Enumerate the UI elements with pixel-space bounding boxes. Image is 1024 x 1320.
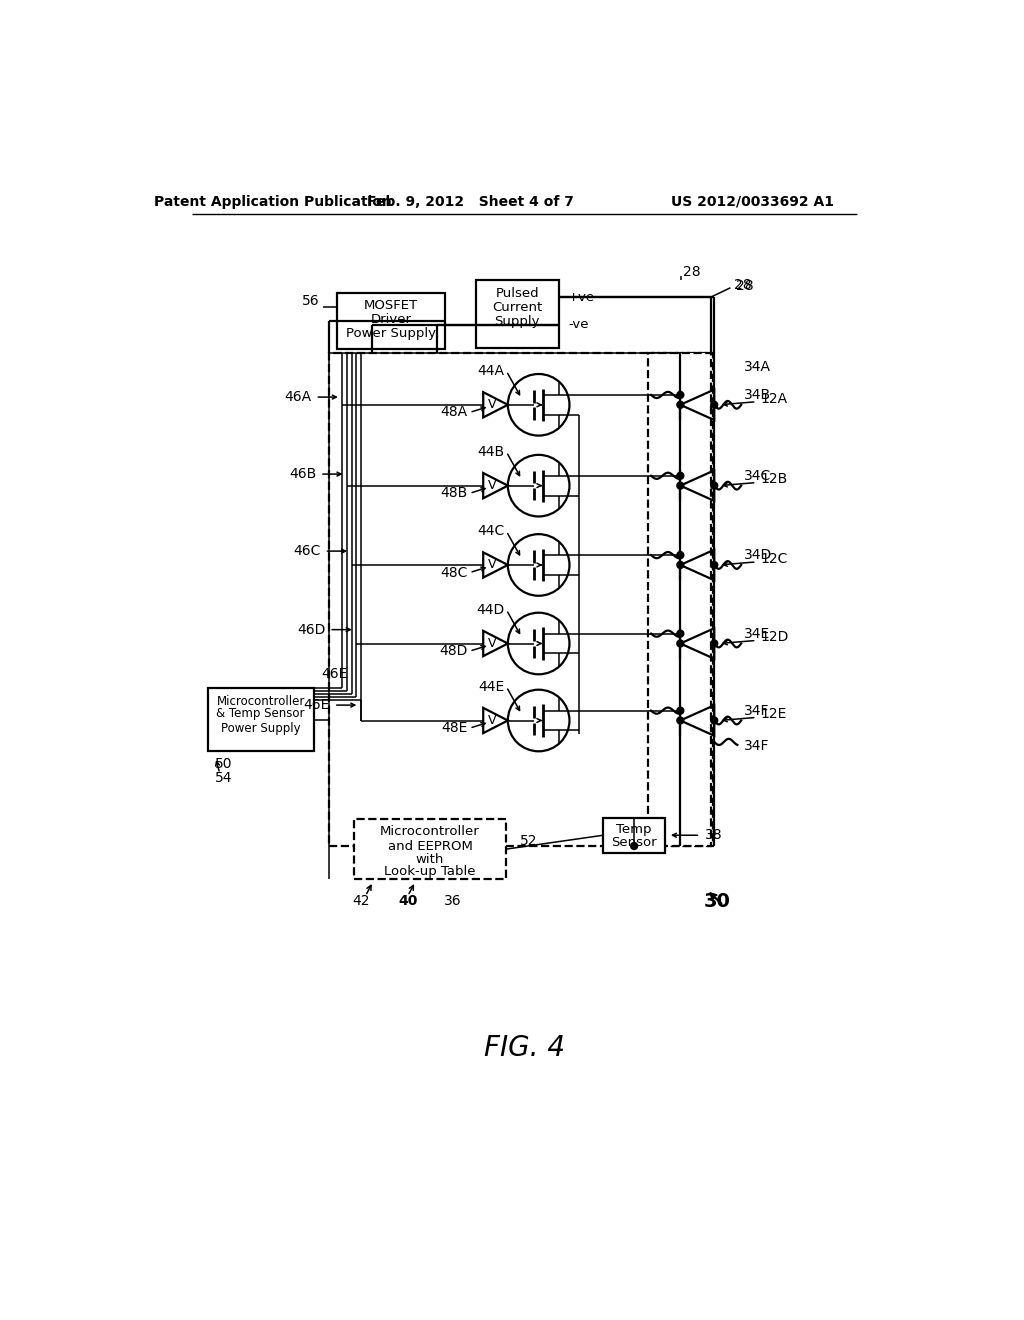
Text: 28: 28 (683, 264, 701, 279)
Text: 52: 52 (520, 834, 538, 847)
Text: 46D: 46D (297, 623, 326, 636)
Text: 48E: 48E (441, 721, 468, 735)
Bar (208, 688, 313, 751)
Text: Patent Application Publication: Patent Application Publication (155, 194, 392, 209)
Text: 46A: 46A (285, 391, 311, 404)
Circle shape (677, 708, 684, 714)
Bar (603, 817, 665, 853)
Bar (475, 280, 559, 348)
Text: 54: 54 (215, 771, 232, 785)
Text: 46E: 46E (322, 668, 348, 681)
Text: 44D: 44D (476, 603, 505, 616)
Circle shape (677, 401, 684, 408)
Text: 42: 42 (353, 894, 371, 908)
Text: 34E: 34E (743, 627, 770, 640)
Text: 34B: 34B (743, 388, 771, 403)
Text: Microcontroller: Microcontroller (380, 825, 480, 838)
Text: V: V (488, 714, 497, 727)
Text: 48C: 48C (440, 566, 468, 579)
Circle shape (677, 392, 684, 399)
Text: 44A: 44A (478, 364, 505, 378)
Text: 46E: 46E (303, 698, 330, 711)
Circle shape (711, 482, 718, 490)
Text: 34D: 34D (743, 548, 772, 562)
Text: 34A: 34A (743, 360, 770, 374)
Circle shape (677, 473, 684, 479)
Text: 44E: 44E (478, 680, 505, 693)
Text: -ve: -ve (568, 318, 589, 331)
Circle shape (677, 561, 684, 569)
Text: 28: 28 (736, 280, 754, 293)
Text: 46B: 46B (289, 467, 316, 480)
Circle shape (677, 717, 684, 723)
Text: V: V (488, 399, 497, 412)
Text: 56: 56 (302, 294, 319, 308)
Circle shape (711, 640, 718, 647)
Text: 12C: 12C (761, 552, 787, 566)
Text: and EEPROM: and EEPROM (388, 840, 472, 853)
Text: FIG. 4: FIG. 4 (484, 1034, 565, 1061)
Text: 12A: 12A (761, 392, 787, 405)
Text: 40: 40 (398, 894, 418, 908)
Text: V: V (488, 558, 497, 572)
Text: Feb. 9, 2012   Sheet 4 of 7: Feb. 9, 2012 Sheet 4 of 7 (368, 194, 574, 209)
Text: 36: 36 (444, 894, 462, 908)
Text: & Temp Sensor: & Temp Sensor (216, 708, 305, 721)
Text: 48B: 48B (440, 486, 468, 500)
Text: Power Supply: Power Supply (346, 327, 436, 341)
Circle shape (711, 401, 718, 408)
Text: +ve: +ve (568, 290, 595, 304)
Text: 30: 30 (703, 892, 731, 911)
Bar (648, 354, 711, 846)
Text: 44C: 44C (477, 524, 505, 539)
Circle shape (711, 561, 718, 569)
Text: 12D: 12D (761, 631, 788, 644)
Text: Pulsed: Pulsed (496, 288, 539, 301)
Text: 12E: 12E (761, 708, 786, 721)
Text: 12B: 12B (761, 473, 787, 487)
Bar (330, 354, 713, 846)
Text: US 2012/0033692 A1: US 2012/0033692 A1 (671, 194, 835, 209)
Circle shape (677, 552, 684, 558)
Text: 46C: 46C (293, 544, 321, 558)
Text: 50: 50 (215, 756, 232, 771)
Text: 34F: 34F (743, 739, 769, 752)
Text: V: V (488, 479, 497, 492)
Text: Temp: Temp (616, 824, 652, 837)
Text: 34F: 34F (743, 704, 769, 718)
Text: MOSFET: MOSFET (364, 298, 418, 312)
Text: Microcontroller: Microcontroller (216, 694, 305, 708)
Text: Driver: Driver (371, 313, 412, 326)
Text: 44B: 44B (477, 445, 505, 459)
Circle shape (677, 630, 684, 638)
Text: V: V (488, 638, 497, 649)
Bar (337, 293, 444, 348)
Text: Supply: Supply (495, 315, 540, 329)
Text: 48D: 48D (439, 644, 468, 659)
Circle shape (711, 717, 718, 723)
Text: 34C: 34C (743, 469, 771, 483)
Circle shape (677, 482, 684, 490)
Circle shape (631, 842, 638, 850)
Text: Look-up Table: Look-up Table (384, 865, 476, 878)
Text: Current: Current (492, 301, 543, 314)
Text: 38: 38 (705, 828, 723, 842)
Text: Power Supply: Power Supply (221, 722, 300, 735)
Bar (354, 818, 506, 879)
Text: 28: 28 (734, 279, 752, 293)
Circle shape (677, 640, 684, 647)
Text: 48A: 48A (440, 405, 468, 420)
Text: with: with (416, 853, 444, 866)
Text: Sensor: Sensor (611, 836, 657, 849)
